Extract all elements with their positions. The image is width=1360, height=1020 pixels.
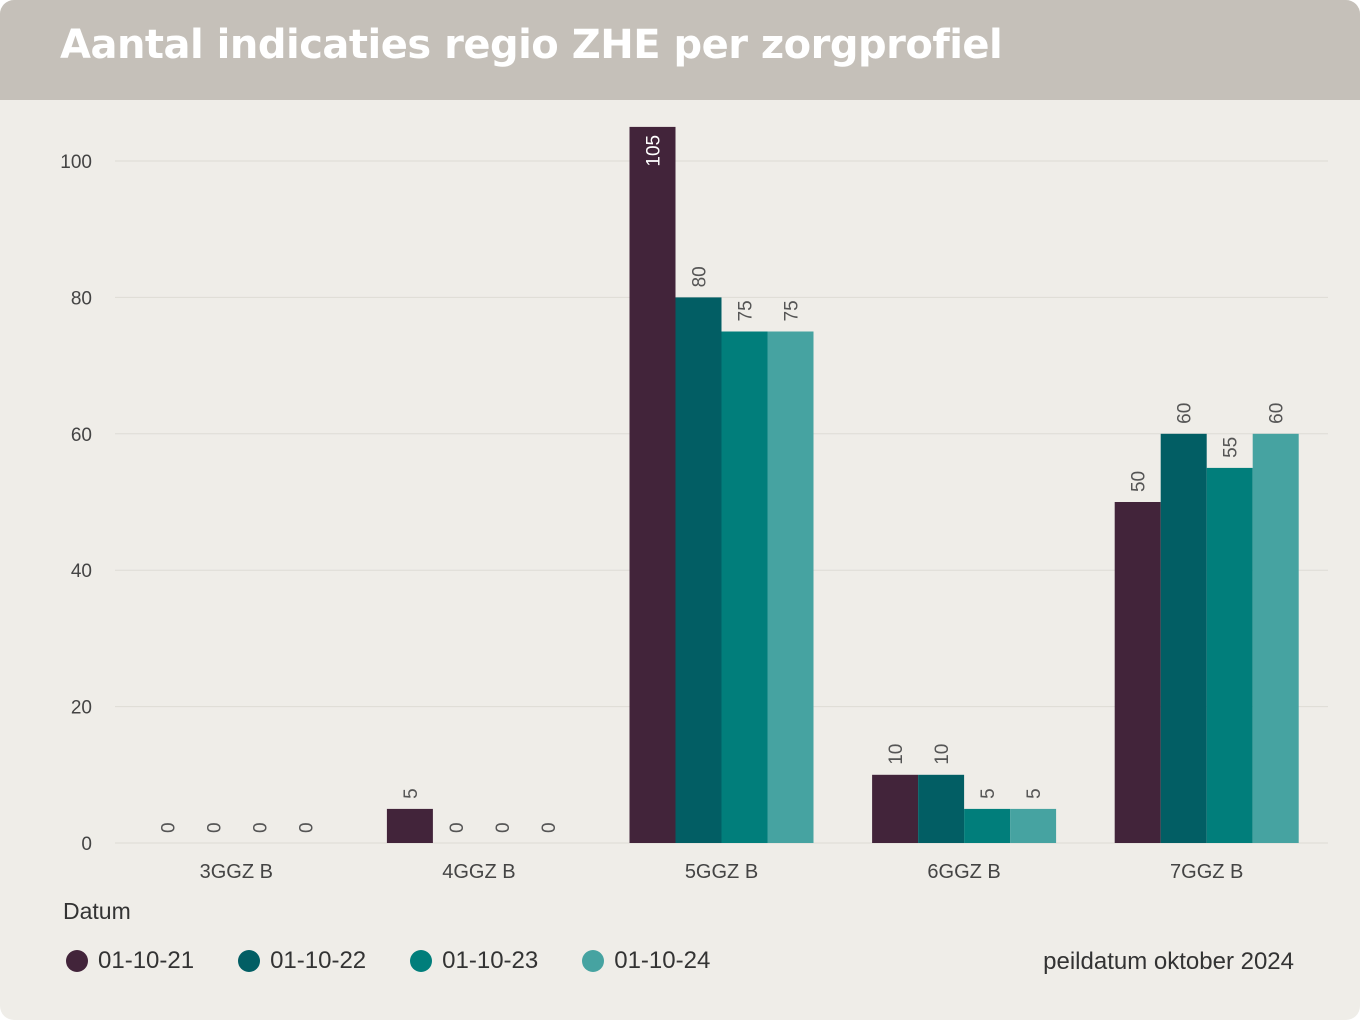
y-tick-label: 100 xyxy=(60,152,92,173)
data-label: 55 xyxy=(1221,437,1242,458)
data-label: 0 xyxy=(539,822,560,833)
bar xyxy=(675,297,722,843)
x-tick-label: 7GGZ B xyxy=(1170,861,1243,883)
bar xyxy=(1114,502,1161,843)
x-tick-label: 4GGZ B xyxy=(442,861,515,883)
legend-item: 01-10-24 xyxy=(582,947,710,975)
legend-swatch xyxy=(66,950,88,972)
bar xyxy=(964,808,1011,843)
data-label: 5 xyxy=(978,788,999,799)
data-label: 105 xyxy=(644,135,665,167)
data-label: 5 xyxy=(401,788,422,799)
data-label: 0 xyxy=(250,822,271,833)
data-label: 10 xyxy=(886,744,907,765)
data-label: 0 xyxy=(158,822,179,833)
data-label: 5 xyxy=(1024,788,1045,799)
bar xyxy=(721,331,768,843)
bar xyxy=(1252,433,1299,843)
y-tick-label: 60 xyxy=(71,425,92,446)
data-label: 0 xyxy=(493,822,514,833)
data-label: 10 xyxy=(932,744,953,765)
x-tick-label: 3GGZ B xyxy=(200,861,273,883)
bar xyxy=(767,331,814,843)
legend-label: 01-10-23 xyxy=(442,947,539,974)
legend-label: 01-10-24 xyxy=(614,947,711,974)
bar xyxy=(872,774,919,843)
legend-item: 01-10-21 xyxy=(66,947,194,975)
bar xyxy=(1010,808,1057,843)
bar xyxy=(918,774,965,843)
legend-swatch xyxy=(410,950,433,972)
legend-swatch xyxy=(238,950,261,972)
y-tick-label: 80 xyxy=(71,288,92,309)
legend-label: 01-10-22 xyxy=(270,947,367,974)
y-tick-label: 0 xyxy=(81,834,92,855)
x-tick-label: 5GGZ B xyxy=(685,861,758,883)
data-label: 50 xyxy=(1129,471,1150,492)
legend-label: 01-10-21 xyxy=(98,947,195,974)
x-tick-label: 6GGZ B xyxy=(927,861,1000,883)
data-label: 80 xyxy=(690,266,711,287)
legend-item: 01-10-22 xyxy=(238,947,366,975)
legend-title: Datum xyxy=(63,898,131,924)
data-label: 0 xyxy=(447,822,468,833)
footnote: peildatum oktober 2024 xyxy=(1043,948,1294,975)
chart-title: Aantal indicaties regio ZHE per zorgprof… xyxy=(60,22,1003,68)
legend-item: 01-10-23 xyxy=(410,947,538,975)
data-label: 0 xyxy=(204,822,225,833)
data-label: 0 xyxy=(296,822,317,833)
bar xyxy=(1160,433,1207,843)
bar xyxy=(386,808,433,843)
title-bar: Aantal indicaties regio ZHE per zorgprof… xyxy=(0,0,1360,100)
y-tick-label: 40 xyxy=(71,561,92,582)
bar xyxy=(1206,467,1253,843)
data-label: 60 xyxy=(1267,403,1288,424)
legend: 01-10-21 01-10-22 01-10-23 01-10-24 xyxy=(66,946,754,976)
legend-swatch xyxy=(582,950,605,972)
data-label: 75 xyxy=(782,300,803,321)
y-tick-label: 20 xyxy=(71,698,92,719)
data-label: 60 xyxy=(1175,403,1196,424)
data-label: 75 xyxy=(736,300,757,321)
bar xyxy=(629,126,676,843)
